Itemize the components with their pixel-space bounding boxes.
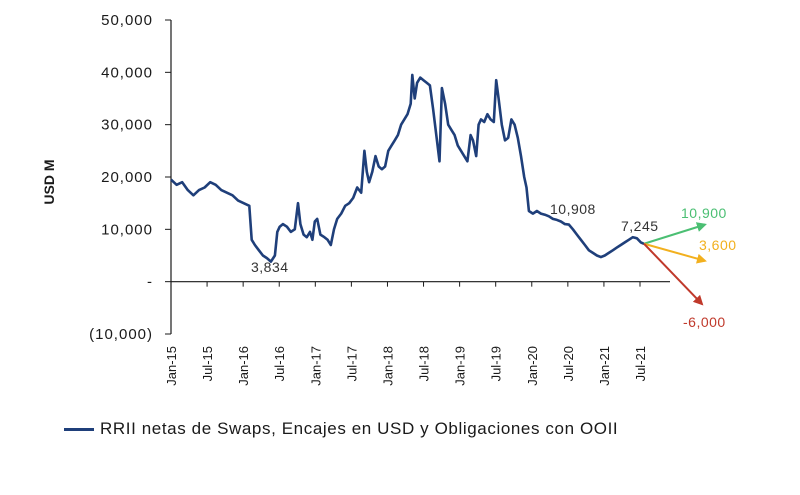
y-tick-label: (10,000) (89, 326, 153, 343)
series-layer (170, 73, 645, 263)
x-tick-label: Jul-16 (272, 346, 287, 381)
data-label: 7,245 (621, 218, 659, 234)
series-line-0 (170, 73, 645, 263)
x-tick-label: Jul-21 (633, 346, 648, 381)
projection-label: -6,000 (683, 314, 726, 330)
y-axis-label: USD M (41, 159, 57, 204)
y-tick-label: - (147, 274, 153, 291)
data-label: 3,834 (251, 259, 289, 275)
x-tick-label: Jan-15 (164, 346, 179, 386)
x-tick-label: Jul-20 (561, 346, 576, 381)
legend: RRII netas de Swaps, Encajes en USD y Ob… (64, 418, 764, 440)
x-axis: Jan-15 Jul-15 Jan-16 Jul-16 Jan-17 Jul-17 Jan-… (164, 281, 670, 386)
projection-arrow (643, 243, 704, 306)
y-tick-label: 40,000 (101, 64, 153, 81)
x-tick-label: Jan-18 (380, 346, 395, 386)
projection-label: 10,900 (681, 205, 727, 221)
x-tick-label: Jan-17 (308, 346, 323, 386)
x-tick-label: Jan-16 (236, 346, 251, 386)
x-tick-label: Jul-18 (417, 346, 432, 381)
annotation-layer: 3,834 10,908 7,245 (251, 201, 659, 275)
x-tick-label: Jan-21 (597, 346, 612, 386)
data-label: 10,908 (550, 201, 596, 217)
projection-arrow (643, 222, 707, 245)
projection-arrow (643, 242, 707, 264)
legend-label: RRII netas de Swaps, Encajes en USD y Ob… (100, 419, 619, 438)
legend-swatch (64, 428, 94, 431)
x-tick-label: Jan-20 (525, 346, 540, 386)
y-tick-label: 10,000 (101, 221, 153, 238)
x-tick-label: Jul-15 (200, 346, 215, 381)
projection-label: 3,600 (699, 237, 737, 253)
x-tick-label: Jul-17 (344, 346, 359, 381)
x-tick-label: Jul-19 (489, 346, 504, 381)
projection-layer: 10,900 3,600 -6,000 (643, 205, 737, 330)
y-tick-label: 20,000 (101, 169, 153, 186)
y-tick-label: 30,000 (101, 117, 153, 134)
x-tick-label: Jan-19 (453, 346, 468, 386)
y-tick-label: 50,000 (101, 12, 153, 29)
y-axis: 50,000 40,000 30,000 20,000 10,000 - (10,000) (89, 12, 172, 343)
